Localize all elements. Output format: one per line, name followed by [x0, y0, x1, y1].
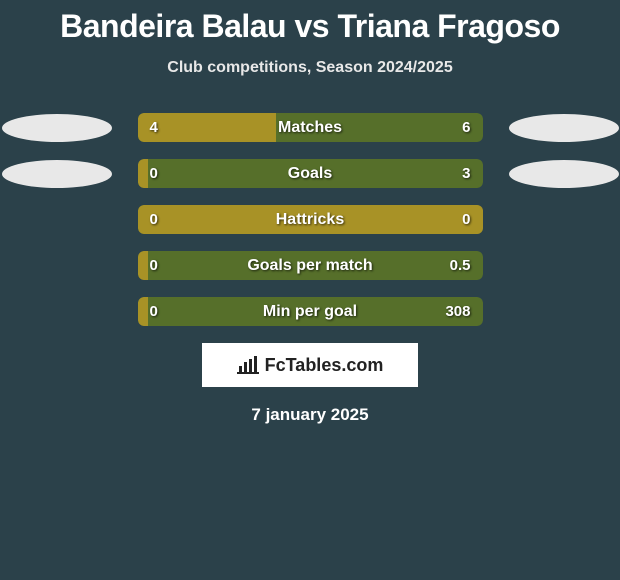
- stat-label: Matches: [138, 119, 483, 137]
- stat-label: Goals per match: [138, 257, 483, 275]
- stat-value-right: 0: [462, 211, 470, 228]
- player-ellipse-right: [509, 160, 619, 188]
- player-ellipse-left: [2, 160, 112, 188]
- stat-value-right: 3: [462, 165, 470, 182]
- player-ellipse-left: [2, 114, 112, 142]
- logo-text: FcTables.com: [265, 355, 384, 376]
- stat-row: 0Goals per match0.5: [0, 251, 620, 280]
- subtitle: Club competitions, Season 2024/2025: [0, 59, 620, 77]
- stat-value-right: 308: [445, 303, 470, 320]
- stat-value-right: 0.5: [450, 257, 471, 274]
- stat-bar: 0Goals3: [138, 159, 483, 188]
- stat-label: Min per goal: [138, 303, 483, 321]
- stat-row: 4Matches6: [0, 113, 620, 142]
- stat-label: Goals: [138, 165, 483, 183]
- logo-box: FcTables.com: [202, 343, 418, 387]
- stat-row: 0Goals3: [0, 159, 620, 188]
- comparison-card: Bandeira Balau vs Triana Fragoso Club co…: [0, 0, 620, 425]
- stat-bar: 0Hattricks0: [138, 205, 483, 234]
- stat-bar: 4Matches6: [138, 113, 483, 142]
- stat-value-right: 6: [462, 119, 470, 136]
- page-title: Bandeira Balau vs Triana Fragoso: [0, 8, 620, 45]
- stat-row: 0Min per goal308: [0, 297, 620, 326]
- stat-bar: 0Goals per match0.5: [138, 251, 483, 280]
- stat-label: Hattricks: [138, 211, 483, 229]
- stat-bar: 0Min per goal308: [138, 297, 483, 326]
- date-label: 7 january 2025: [0, 405, 620, 425]
- player-ellipse-right: [509, 114, 619, 142]
- chart-bar-icon: [237, 356, 259, 374]
- stat-row: 0Hattricks0: [0, 205, 620, 234]
- stats-rows: 4Matches60Goals30Hattricks00Goals per ma…: [0, 113, 620, 326]
